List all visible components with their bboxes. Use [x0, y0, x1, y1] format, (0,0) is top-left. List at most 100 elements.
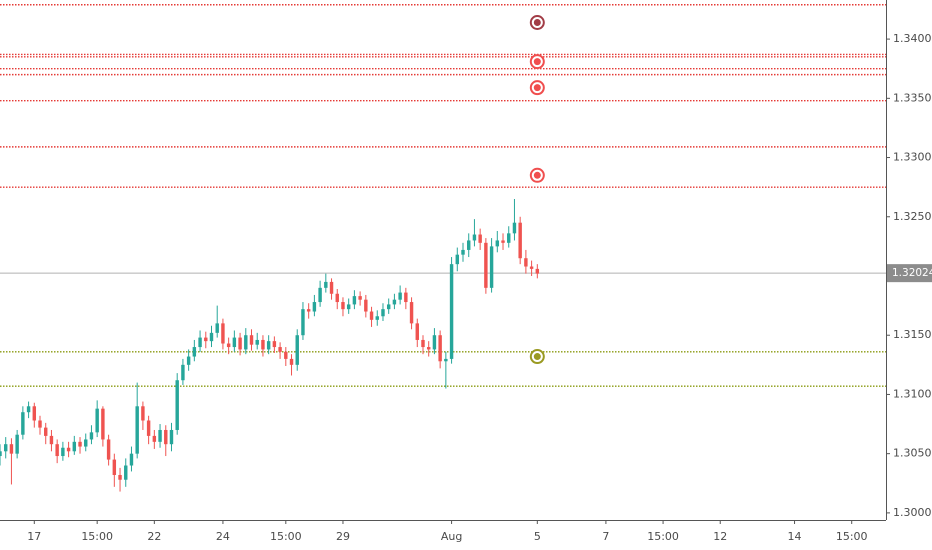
candle-body: [21, 412, 25, 435]
candle-body: [455, 254, 460, 265]
x-tick-label: 14: [788, 530, 802, 543]
candle-body: [146, 420, 151, 436]
x-tick-label: 5: [534, 530, 541, 543]
candle-body: [329, 281, 334, 294]
candle-body: [169, 429, 174, 445]
candle-body: [101, 408, 105, 440]
x-tick-label: 15:00: [270, 530, 302, 543]
candle-body: [198, 337, 202, 348]
candle-body: [215, 323, 219, 333]
candle-body: [32, 406, 37, 421]
candle-body: [164, 429, 168, 445]
y-tick-label: 1.32500: [893, 210, 932, 223]
candle-body: [261, 339, 265, 350]
candle-body: [301, 309, 305, 336]
candle-body: [209, 332, 214, 342]
candle-body: [112, 459, 117, 475]
candle-body: [386, 304, 391, 310]
candle-body: [272, 341, 277, 348]
x-tick-label: 15:00: [81, 530, 113, 543]
candle-body: [312, 302, 317, 312]
candle-body: [55, 444, 59, 457]
candle-body: [289, 358, 294, 365]
candle-body: [38, 420, 42, 428]
candle-body: [369, 311, 374, 320]
candle-body: [484, 242, 488, 288]
alert-dot: [533, 84, 541, 92]
x-tick-label: 17: [27, 530, 41, 543]
candle-body: [478, 234, 482, 243]
candle-body: [249, 335, 254, 345]
price-label-box: [887, 264, 932, 283]
candle-body: [512, 222, 517, 234]
candle-body: [341, 302, 345, 310]
x-tick-label: Aug: [441, 530, 462, 543]
candle-body: [192, 347, 197, 357]
candle-body: [124, 465, 128, 480]
y-tick-label: 1.31000: [893, 387, 932, 400]
candle-body: [472, 234, 477, 241]
candle-body: [392, 299, 397, 305]
candle-body: [152, 435, 157, 442]
candle-body: [489, 246, 494, 288]
candle-body: [141, 406, 145, 421]
y-tick-label: 1.34000: [893, 32, 932, 45]
x-tick-label: 12: [713, 530, 727, 543]
alert-dot: [533, 353, 541, 361]
candle-body: [72, 441, 77, 452]
candle-body: [421, 339, 425, 348]
candle-body: [518, 222, 522, 259]
candle-body: [501, 240, 505, 243]
candle-body: [495, 240, 500, 247]
candle-body: [158, 429, 162, 442]
candle-body: [467, 240, 471, 250]
candle-body: [266, 341, 271, 350]
candle-body: [244, 335, 248, 350]
candle-body: [9, 444, 14, 454]
candle-body: [375, 316, 379, 320]
candle-body: [461, 249, 465, 255]
candle-body: [129, 453, 134, 466]
candle-body: [26, 406, 31, 413]
candle-body: [346, 304, 351, 310]
candle-body: [15, 434, 19, 454]
candle-body: [409, 302, 414, 324]
candle-body: [4, 444, 8, 452]
x-tick-label: 7: [602, 530, 609, 543]
y-tick-label: 1.30500: [893, 447, 932, 460]
candle-body: [44, 427, 48, 436]
candle-body: [381, 309, 385, 317]
candle-body: [232, 337, 237, 348]
alert-dot: [533, 171, 541, 179]
candle-body: [66, 447, 71, 452]
candle-body: [106, 439, 111, 460]
candle-body: [415, 323, 419, 340]
candle-body: [89, 432, 94, 440]
candle-body: [221, 323, 225, 344]
candle-body: [49, 435, 54, 445]
price-label: 1.32024: [892, 267, 932, 279]
alert-dot: [533, 19, 541, 27]
candle-body: [432, 335, 437, 350]
candle-body: [61, 447, 65, 457]
candle-body: [426, 347, 431, 350]
candle-body: [181, 364, 185, 381]
candle-body: [529, 266, 534, 269]
candle-body: [507, 233, 511, 243]
y-tick-label: 1.33500: [893, 91, 932, 104]
candle-body: [364, 299, 368, 312]
y-tick-label: 1.30000: [893, 506, 932, 519]
candle-body: [204, 337, 208, 342]
candle-body: [404, 292, 408, 303]
candle-body: [95, 408, 99, 433]
candle-body: [175, 380, 179, 430]
candle-body: [78, 441, 82, 447]
candle-body: [449, 264, 454, 359]
candle-body: [324, 281, 328, 288]
candle-body: [295, 335, 299, 365]
candle-body: [284, 351, 288, 359]
candle-body: [0, 451, 2, 457]
candle-body: [186, 356, 191, 365]
